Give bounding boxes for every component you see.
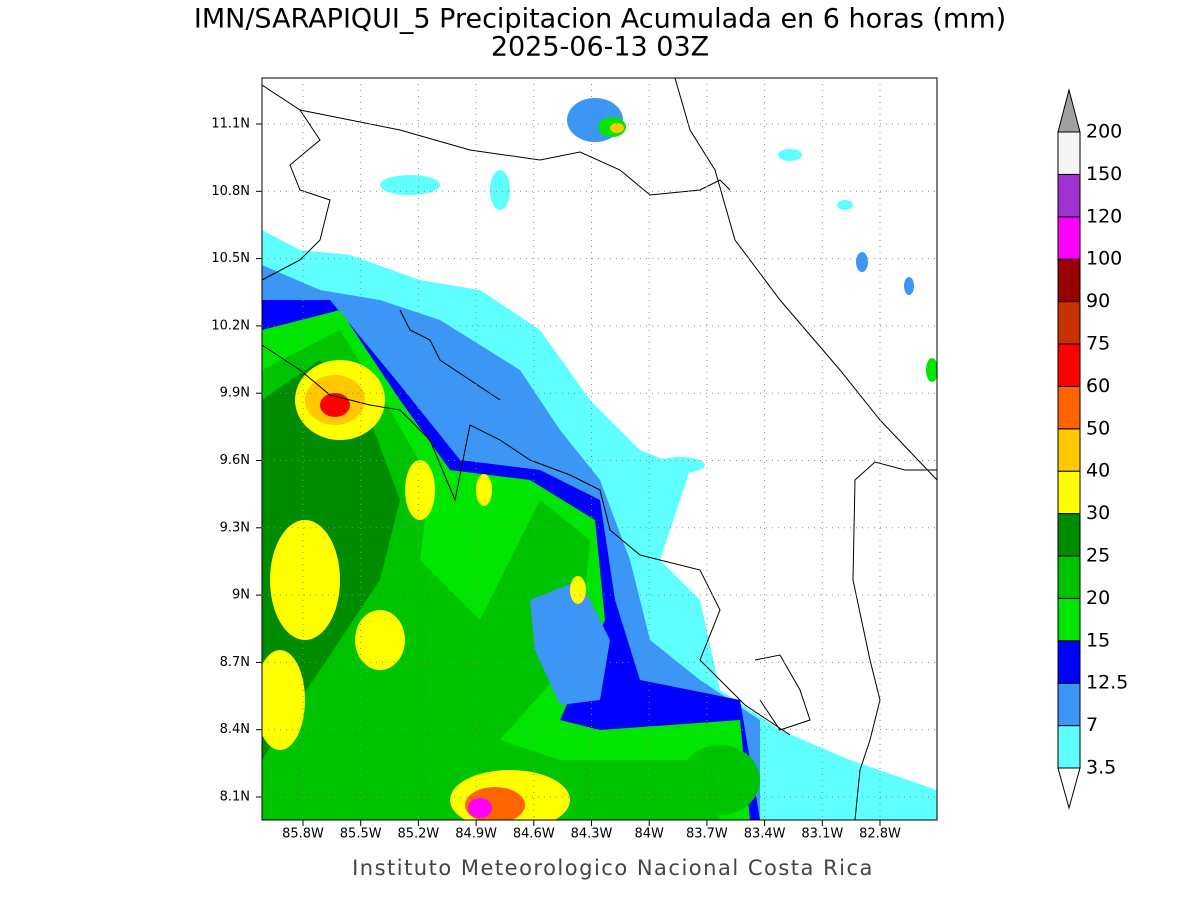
precip-area xyxy=(468,798,492,818)
precip-area xyxy=(904,277,914,295)
colorbar-segment xyxy=(1057,343,1081,387)
colorbar-label: 150 xyxy=(1086,163,1122,185)
colorbar-segment xyxy=(1057,131,1081,175)
x-tick-label: 85.2W xyxy=(397,827,439,842)
precip-area xyxy=(655,457,705,473)
precipitation-field xyxy=(262,98,937,820)
x-tick-label: 82.8W xyxy=(859,827,901,842)
subtitle: 2025-06-13 03Z xyxy=(491,32,709,63)
x-tick-label: 83.1W xyxy=(801,827,843,842)
colorbar-segment xyxy=(1057,513,1081,557)
colorbar-segment xyxy=(1057,682,1081,727)
colorbar-label: 7 xyxy=(1086,714,1098,736)
border xyxy=(852,461,937,820)
y-tick-label: 10.8N xyxy=(211,184,250,199)
colorbar-top-arrow xyxy=(1057,88,1081,133)
colorbar-segment xyxy=(1057,385,1081,430)
colorbar-label: 40 xyxy=(1086,460,1110,482)
coastlines xyxy=(262,78,937,820)
precip-area xyxy=(610,123,624,133)
y-tick-label: 8.4N xyxy=(220,722,250,737)
colorbar-label: 3.5 xyxy=(1086,757,1116,779)
colorbar-label: 50 xyxy=(1086,417,1110,439)
colorbar-label: 60 xyxy=(1086,375,1110,397)
footer: Instituto Meteorologico Nacional Costa R… xyxy=(352,856,874,880)
colorbar-bottom-arrow xyxy=(1057,767,1081,810)
precip-area xyxy=(778,149,802,161)
colorbar-segment xyxy=(1057,428,1081,472)
coastline xyxy=(674,78,937,481)
precip-area xyxy=(490,170,510,210)
precip-area xyxy=(355,610,405,670)
x-tick-label: 84.3W xyxy=(571,827,613,842)
precip-area xyxy=(476,474,492,506)
y-tick-label: 9.9N xyxy=(220,386,250,401)
x-tick-label: 83.4W xyxy=(744,827,786,842)
colorbar-segment xyxy=(1057,301,1081,345)
colorbar-label: 200 xyxy=(1086,121,1122,143)
precip-area xyxy=(530,580,610,705)
colorbar-label: 90 xyxy=(1086,290,1110,312)
colorbar-label: 120 xyxy=(1086,205,1122,227)
colorbar-segment xyxy=(1057,597,1081,642)
precip-area xyxy=(405,460,435,520)
colorbar-label: 12.5 xyxy=(1086,672,1128,694)
precip-area xyxy=(680,745,760,815)
precip-area xyxy=(320,393,350,417)
map-frame xyxy=(261,77,938,821)
precip-area xyxy=(837,200,853,210)
precip-area xyxy=(570,576,586,604)
precip-area xyxy=(856,252,868,272)
y-tick-label: 9N xyxy=(232,588,250,603)
y-tick-label: 8.7N xyxy=(220,655,250,670)
precip-area xyxy=(926,358,937,382)
colorbar-segment xyxy=(1057,216,1081,260)
colorbar-label: 100 xyxy=(1086,248,1122,270)
y-tick-label: 8.1N xyxy=(220,790,250,805)
colorbar-segment xyxy=(1057,725,1081,769)
colorbar-label: 20 xyxy=(1086,587,1110,609)
colorbar-segment xyxy=(1057,173,1081,218)
coastline xyxy=(262,84,331,281)
coastline xyxy=(754,654,811,731)
colorbar-segment xyxy=(1057,640,1081,684)
x-tick-label: 85.8W xyxy=(282,827,324,842)
colorbar-label: 15 xyxy=(1086,629,1110,651)
colorbar-label: 75 xyxy=(1086,333,1110,355)
coastline xyxy=(399,309,501,401)
x-tick-label: 84W xyxy=(634,827,664,842)
y-tick-label: 11.1N xyxy=(211,117,250,132)
colorbar-segment xyxy=(1057,470,1081,515)
x-tick-label: 83.7W xyxy=(686,827,728,842)
x-tick-label: 84.6W xyxy=(513,827,555,842)
colorbar-segment xyxy=(1057,555,1081,599)
colorbar-segment xyxy=(1057,258,1081,303)
precip-area xyxy=(262,650,305,750)
precip-area xyxy=(380,175,440,195)
precip-area xyxy=(270,520,340,640)
colorbar-label: 30 xyxy=(1086,502,1110,524)
x-tick-label: 84.9W xyxy=(455,827,497,842)
y-tick-label: 9.6N xyxy=(220,453,250,468)
y-tick-label: 10.2N xyxy=(211,318,250,333)
y-tick-label: 10.5N xyxy=(211,251,250,266)
title: IMN/SARAPIQUI_5 Precipitacion Acumulada … xyxy=(194,4,1006,35)
colorbar-label: 25 xyxy=(1086,545,1110,567)
y-tick-label: 9.3N xyxy=(220,520,250,535)
coastline xyxy=(262,344,791,736)
x-tick-label: 85.5W xyxy=(340,827,382,842)
coastline xyxy=(299,109,731,196)
